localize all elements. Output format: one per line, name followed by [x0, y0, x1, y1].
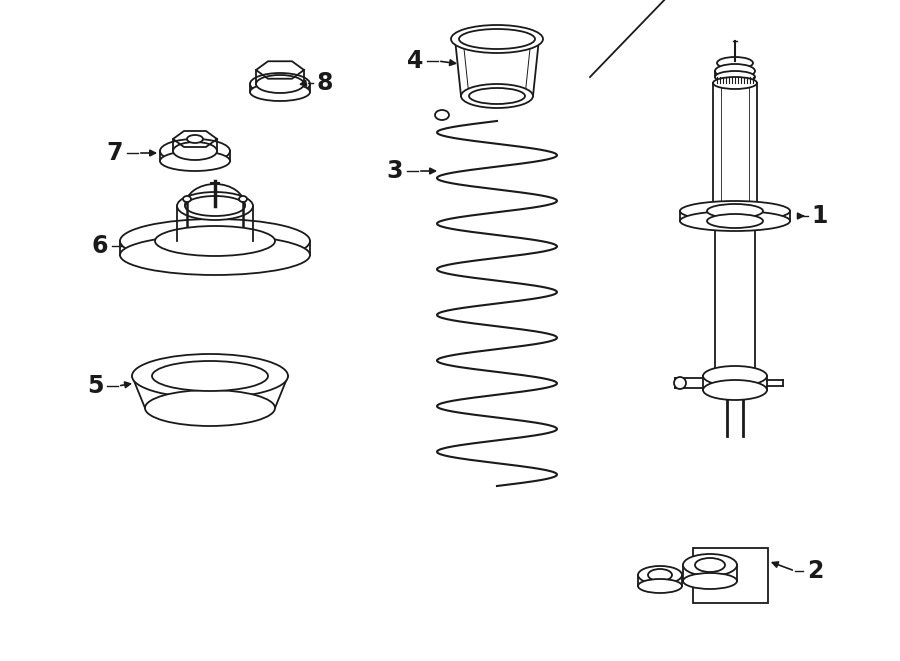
Text: 3: 3	[387, 159, 403, 183]
Ellipse shape	[160, 151, 230, 171]
Ellipse shape	[713, 77, 757, 89]
Ellipse shape	[185, 196, 245, 216]
Ellipse shape	[707, 214, 763, 228]
Ellipse shape	[250, 83, 310, 101]
Text: 6: 6	[92, 234, 108, 258]
Ellipse shape	[469, 88, 525, 104]
Ellipse shape	[680, 201, 790, 221]
Ellipse shape	[680, 211, 790, 231]
Ellipse shape	[703, 380, 767, 400]
Text: 1: 1	[812, 204, 828, 228]
Ellipse shape	[717, 57, 753, 69]
Ellipse shape	[435, 110, 449, 120]
Text: 7: 7	[107, 141, 123, 165]
Ellipse shape	[638, 579, 682, 593]
Bar	[693, 548, 768, 603]
Ellipse shape	[451, 25, 543, 53]
Ellipse shape	[638, 566, 682, 584]
Ellipse shape	[683, 554, 737, 576]
Ellipse shape	[459, 29, 535, 49]
Text: 2: 2	[806, 559, 824, 583]
Ellipse shape	[120, 235, 310, 275]
Ellipse shape	[187, 135, 203, 143]
Ellipse shape	[145, 390, 275, 426]
Ellipse shape	[177, 192, 253, 220]
Ellipse shape	[715, 71, 755, 83]
Text: 5: 5	[86, 374, 104, 398]
Ellipse shape	[707, 204, 763, 218]
Ellipse shape	[120, 219, 310, 263]
Ellipse shape	[250, 73, 310, 95]
Ellipse shape	[155, 226, 275, 256]
Ellipse shape	[183, 196, 191, 202]
Ellipse shape	[132, 354, 288, 398]
Ellipse shape	[152, 361, 268, 391]
Ellipse shape	[239, 196, 247, 202]
Ellipse shape	[648, 569, 672, 581]
Ellipse shape	[695, 558, 725, 572]
Text: 8: 8	[317, 71, 333, 95]
Ellipse shape	[683, 573, 737, 589]
Ellipse shape	[461, 84, 533, 108]
Ellipse shape	[256, 75, 304, 93]
Ellipse shape	[160, 139, 230, 163]
Ellipse shape	[173, 142, 217, 160]
Ellipse shape	[703, 366, 767, 386]
Ellipse shape	[674, 377, 686, 389]
Ellipse shape	[715, 64, 755, 78]
Text: 4: 4	[407, 49, 423, 73]
